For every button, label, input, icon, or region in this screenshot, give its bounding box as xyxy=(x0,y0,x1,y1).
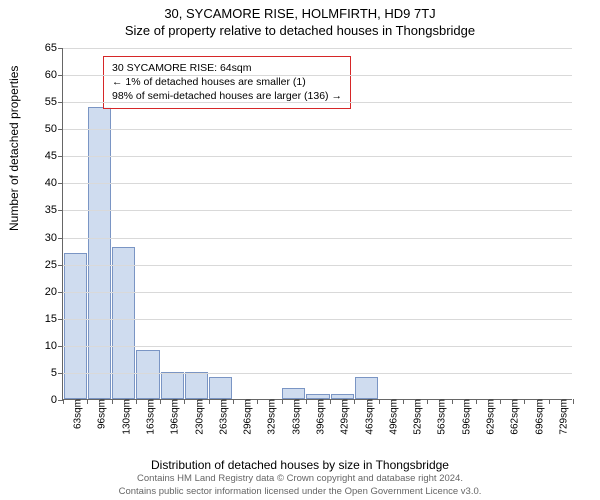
gridline-h xyxy=(63,210,572,211)
chart-title-main: 30, SYCAMORE RISE, HOLMFIRTH, HD9 7TJ xyxy=(0,0,600,21)
x-tick-label: 130sqm xyxy=(115,399,132,435)
x-tick-label: 629sqm xyxy=(480,399,497,435)
x-tick-mark xyxy=(306,399,307,404)
y-tick-label: 0 xyxy=(51,394,63,406)
x-tick-mark xyxy=(379,399,380,404)
y-tick-label: 50 xyxy=(45,123,63,135)
x-tick-mark xyxy=(354,399,355,404)
x-axis-label: Distribution of detached houses by size … xyxy=(0,458,600,472)
x-tick-label: 63sqm xyxy=(67,399,84,429)
y-tick-label: 5 xyxy=(51,367,63,379)
gridline-h xyxy=(63,265,572,266)
x-tick-mark xyxy=(87,399,88,404)
annotation-line-2: ← 1% of detached houses are smaller (1) xyxy=(112,75,342,89)
bar xyxy=(112,247,135,399)
x-tick-mark xyxy=(476,399,477,404)
y-tick-label: 40 xyxy=(45,177,63,189)
y-tick-label: 45 xyxy=(45,150,63,162)
x-tick-label: 329sqm xyxy=(261,399,278,435)
x-tick-label: 396sqm xyxy=(310,399,327,435)
x-tick-label: 363sqm xyxy=(285,399,302,435)
x-tick-label: 662sqm xyxy=(504,399,521,435)
x-tick-label: 196sqm xyxy=(164,399,181,435)
bar xyxy=(88,107,111,399)
y-tick-label: 35 xyxy=(45,204,63,216)
x-tick-label: 463sqm xyxy=(358,399,375,435)
x-tick-label: 596sqm xyxy=(455,399,472,435)
attribution-footer: Contains HM Land Registry data © Crown c… xyxy=(0,473,600,498)
y-tick-label: 65 xyxy=(45,42,63,54)
gridline-h xyxy=(63,346,572,347)
x-tick-mark xyxy=(184,399,185,404)
x-tick-label: 729sqm xyxy=(552,399,569,435)
x-tick-mark xyxy=(524,399,525,404)
x-tick-label: 429sqm xyxy=(334,399,351,435)
x-tick-mark xyxy=(330,399,331,404)
bar xyxy=(282,388,305,399)
y-tick-label: 10 xyxy=(45,340,63,352)
x-tick-mark xyxy=(233,399,234,404)
x-tick-mark xyxy=(160,399,161,404)
x-tick-label: 696sqm xyxy=(528,399,545,435)
footer-line-1: Contains HM Land Registry data © Crown c… xyxy=(0,473,600,485)
y-tick-label: 55 xyxy=(45,96,63,108)
gridline-h xyxy=(63,183,572,184)
x-tick-label: 296sqm xyxy=(237,399,254,435)
x-tick-mark xyxy=(500,399,501,404)
y-tick-label: 60 xyxy=(45,69,63,81)
gridline-h xyxy=(63,319,572,320)
chart-plot-area: 30 SYCAMORE RISE: 64sqm ← 1% of detached… xyxy=(62,48,572,400)
x-tick-label: 263sqm xyxy=(212,399,229,435)
y-tick-label: 30 xyxy=(45,232,63,244)
bar xyxy=(136,350,159,399)
x-tick-label: 163sqm xyxy=(140,399,157,435)
x-tick-label: 563sqm xyxy=(431,399,448,435)
gridline-h xyxy=(63,292,572,293)
annotation-line-1: 30 SYCAMORE RISE: 64sqm xyxy=(112,61,342,75)
x-tick-mark xyxy=(63,399,64,404)
footer-line-2: Contains public sector information licen… xyxy=(0,486,600,498)
bar xyxy=(185,372,208,399)
y-tick-label: 25 xyxy=(45,259,63,271)
x-tick-mark xyxy=(452,399,453,404)
x-tick-mark xyxy=(257,399,258,404)
x-tick-mark xyxy=(136,399,137,404)
gridline-h xyxy=(63,48,572,49)
y-axis-label: Number of detached properties xyxy=(7,66,21,231)
x-tick-label: 230sqm xyxy=(188,399,205,435)
x-tick-mark xyxy=(403,399,404,404)
gridline-h xyxy=(63,75,572,76)
x-tick-mark xyxy=(573,399,574,404)
chart-title-sub: Size of property relative to detached ho… xyxy=(0,21,600,38)
gridline-h xyxy=(63,238,572,239)
x-tick-mark xyxy=(427,399,428,404)
bar xyxy=(209,377,232,399)
gridline-h xyxy=(63,373,572,374)
x-tick-mark xyxy=(112,399,113,404)
bar xyxy=(355,377,378,399)
x-tick-label: 529sqm xyxy=(407,399,424,435)
annotation-callout: 30 SYCAMORE RISE: 64sqm ← 1% of detached… xyxy=(103,56,351,109)
x-tick-mark xyxy=(282,399,283,404)
bar xyxy=(64,253,87,399)
x-tick-label: 96sqm xyxy=(91,399,108,429)
gridline-h xyxy=(63,156,572,157)
x-tick-mark xyxy=(209,399,210,404)
gridline-h xyxy=(63,129,572,130)
gridline-h xyxy=(63,102,572,103)
bar xyxy=(161,372,184,399)
y-tick-label: 20 xyxy=(45,286,63,298)
y-tick-label: 15 xyxy=(45,313,63,325)
x-tick-mark xyxy=(549,399,550,404)
x-tick-label: 496sqm xyxy=(382,399,399,435)
